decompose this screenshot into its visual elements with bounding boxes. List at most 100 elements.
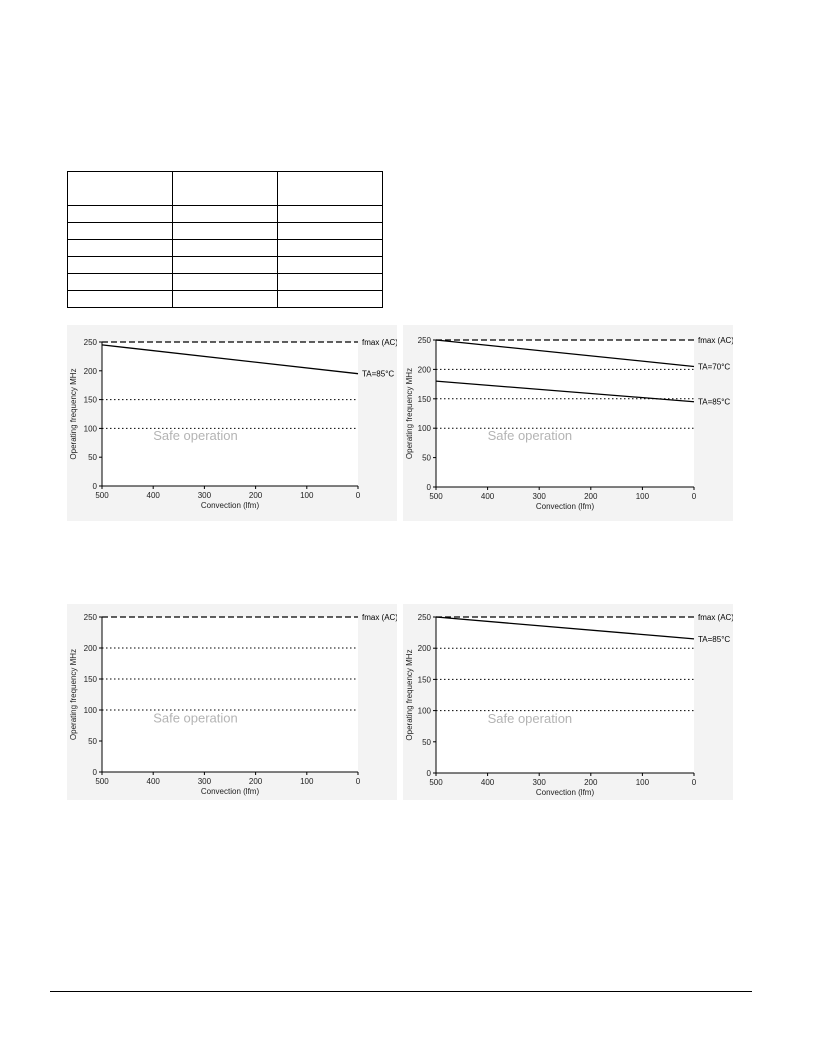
series-line: [435, 339, 695, 368]
y-tick-label: 0: [427, 769, 432, 778]
x-axis-label: Convection (lfm): [536, 788, 595, 797]
series-label: TA=85°C: [698, 635, 730, 644]
x-axis-label: Convection (lfm): [201, 787, 260, 796]
footer-rule: [50, 991, 752, 992]
table-cell: [67, 256, 173, 274]
x-tick-label: 500: [95, 491, 109, 500]
table-cell: [67, 205, 173, 223]
chart-3: fmax (AC) 0 50 100 150 200 250 500 400 300 200 100 0…: [67, 604, 397, 800]
fmax-label: fmax (AC): [698, 336, 733, 345]
y-tick-label: 0: [427, 483, 432, 492]
chart-panel-1: fmax (AC) 0 50 100 150 200 250 500 400 300 200 100 0…: [67, 325, 397, 521]
safe-operation-label: Safe operation: [153, 710, 238, 725]
y-tick-label: 150: [418, 675, 432, 684]
fmax-label: fmax (AC): [362, 613, 397, 622]
table-cell: [277, 256, 383, 274]
y-tick-label: 200: [418, 644, 432, 653]
chart-panel-3: fmax (AC) 0 50 100 150 200 250 500 400 300 200 100 0…: [67, 604, 397, 800]
safe-operation-label: Safe operation: [488, 428, 573, 443]
x-tick-label: 400: [147, 777, 161, 786]
table-cell: [277, 171, 383, 206]
y-tick-label: 200: [84, 367, 98, 376]
y-tick-label: 250: [84, 338, 98, 347]
plot-area: [102, 617, 358, 772]
y-tick-label: 100: [84, 706, 98, 715]
y-axis-label: Operating frequency MHz: [405, 649, 414, 740]
y-tick-label: 50: [88, 453, 97, 462]
x-tick-label: 200: [249, 491, 263, 500]
table-header-row: [67, 171, 383, 206]
series-label: TA=70°C: [698, 362, 730, 371]
spec-table: [67, 171, 383, 308]
table-cell: [277, 273, 383, 291]
x-tick-label: 0: [692, 492, 697, 501]
table-row: [67, 205, 383, 223]
x-tick-label: 400: [481, 778, 495, 787]
chart-panel-2: fmax (AC) 0 50 100 150 200 250 500 400 300 200 100 0…: [403, 325, 733, 521]
x-tick-label: 400: [147, 491, 161, 500]
y-tick-label: 200: [84, 644, 98, 653]
x-tick-label: 100: [300, 777, 314, 786]
plot-area: [436, 617, 694, 773]
y-tick-label: 100: [84, 424, 98, 433]
series-line: [435, 380, 695, 403]
x-tick-label: 300: [198, 777, 212, 786]
plot-area: [102, 342, 358, 486]
y-tick-label: 50: [422, 454, 431, 463]
fmax-label: fmax (AC): [698, 613, 733, 622]
y-tick-label: 0: [93, 768, 98, 777]
table-cell: [67, 273, 173, 291]
x-tick-label: 500: [95, 777, 109, 786]
y-tick-label: 100: [418, 707, 432, 716]
table-cell: [67, 171, 173, 206]
series-label: TA=85°C: [362, 370, 394, 379]
table-cell: [172, 239, 278, 257]
table-row: [67, 290, 383, 308]
x-tick-label: 500: [429, 778, 443, 787]
x-tick-label: 100: [636, 492, 650, 501]
y-tick-label: 50: [88, 737, 97, 746]
plot-area: [436, 340, 694, 487]
x-tick-label: 500: [429, 492, 443, 501]
table-cell: [67, 290, 173, 308]
chart-1: fmax (AC) 0 50 100 150 200 250 500 400 300 200 100 0…: [67, 325, 397, 521]
x-tick-label: 0: [356, 491, 361, 500]
y-tick-label: 250: [418, 336, 432, 345]
y-tick-label: 150: [84, 396, 98, 405]
x-tick-label: 200: [584, 778, 598, 787]
x-tick-label: 400: [481, 492, 495, 501]
fmax-label: fmax (AC): [362, 338, 397, 347]
x-tick-label: 200: [584, 492, 598, 501]
table-cell: [67, 239, 173, 257]
table-cell: [67, 222, 173, 240]
x-tick-label: 100: [300, 491, 314, 500]
table-cell: [277, 205, 383, 223]
chart-panel-4: fmax (AC) 0 50 100 150 200 250 500 400 300 200 100 0…: [403, 604, 733, 800]
table-row: [67, 239, 383, 257]
y-tick-label: 250: [418, 613, 432, 622]
y-tick-label: 250: [84, 613, 98, 622]
table-row: [67, 256, 383, 274]
table-row: [67, 273, 383, 291]
y-tick-label: 150: [84, 675, 98, 684]
table-row: [67, 222, 383, 240]
x-axis-label: Convection (lfm): [201, 501, 260, 510]
y-tick-label: 150: [418, 395, 432, 404]
table-cell: [277, 239, 383, 257]
y-tick-label: 100: [418, 424, 432, 433]
y-tick-label: 50: [422, 738, 431, 747]
table-cell: [172, 256, 278, 274]
x-tick-label: 100: [636, 778, 650, 787]
y-axis-label: Operating frequency MHz: [69, 368, 78, 459]
table-cell: [172, 290, 278, 308]
table-cell: [277, 222, 383, 240]
x-tick-label: 300: [198, 491, 212, 500]
series-line: [435, 616, 695, 640]
x-tick-label: 300: [533, 492, 547, 501]
y-tick-label: 0: [93, 482, 98, 491]
x-tick-label: 300: [533, 778, 547, 787]
series-line: [101, 344, 359, 375]
table-cell: [172, 205, 278, 223]
table-cell: [172, 222, 278, 240]
y-tick-label: 200: [418, 365, 432, 374]
